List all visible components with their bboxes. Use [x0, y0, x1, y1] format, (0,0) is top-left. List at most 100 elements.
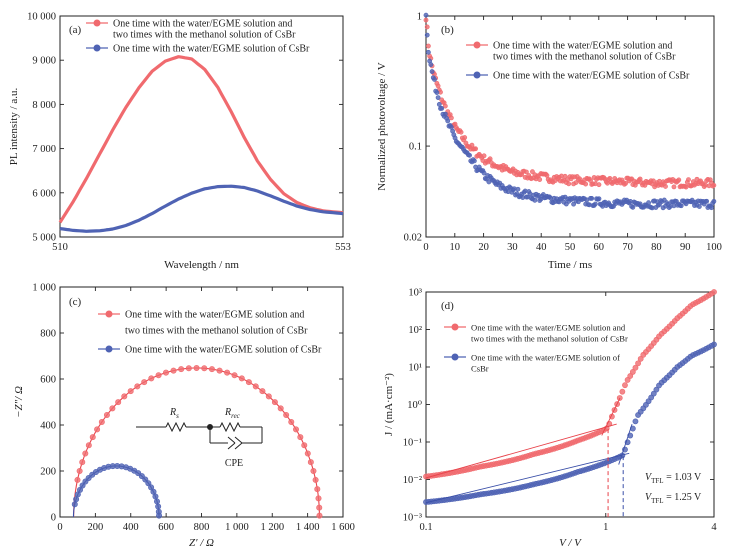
legend-marker [93, 44, 101, 52]
x-tick-label: 40 [536, 242, 547, 253]
y-tick-label: 6 000 [32, 188, 56, 199]
legend-label: One time with the water/EGME solution an… [113, 19, 292, 30]
nyquist-point [208, 366, 215, 373]
nyquist-point [283, 411, 290, 418]
jv-point [637, 355, 644, 362]
jv-point [632, 418, 639, 425]
decay-point [532, 197, 538, 203]
nyquist-point [310, 467, 317, 474]
y-tick-label: 8 000 [32, 100, 56, 111]
x-axis-label: V / V [559, 537, 582, 549]
legend-marker [105, 345, 113, 353]
y-axis-label: J / (mA·cm⁻²) [383, 373, 395, 436]
circuit-wire [227, 436, 236, 444]
decay-point [445, 118, 451, 124]
resistor-rrec [219, 421, 241, 433]
jv-point [635, 360, 641, 367]
decay-point [514, 191, 520, 197]
nyquist-point [307, 459, 314, 466]
decay-point [449, 115, 454, 121]
x-tick-label: 100 [706, 242, 722, 253]
decay-point [592, 201, 598, 207]
panel-label-b: (b) [441, 24, 454, 36]
x-tick-label: 0 [57, 522, 62, 533]
decay-point [439, 105, 445, 111]
y-tick-label: 1 [417, 12, 422, 23]
jv-point [624, 377, 631, 383]
x-tick-label: 400 [123, 522, 139, 533]
decay-point [423, 17, 429, 23]
nyquist-point [79, 459, 86, 466]
x-tick-label: 90 [680, 242, 691, 253]
x-tick-label: 20 [478, 242, 489, 253]
decay-point [696, 204, 702, 209]
nyquist-point [238, 375, 245, 382]
x-tick-label: 600 [158, 522, 174, 533]
nyquist-point [89, 434, 96, 441]
nyquist-point [193, 364, 200, 371]
nyquist-point [141, 379, 148, 386]
nyquist-point [301, 442, 308, 449]
decay-point [435, 95, 441, 100]
nyquist-point [148, 375, 155, 382]
rs-label: Rs [169, 407, 179, 420]
blue-tfl-fit [618, 423, 633, 465]
panel-label-c: (c) [69, 296, 82, 308]
jv-point [622, 382, 628, 389]
x-tick-label: 4 [711, 522, 717, 533]
legend-label: two times with the methanol solution of … [471, 334, 628, 344]
decay-point [471, 158, 477, 164]
legend-label: two times with the methanol solution of … [125, 326, 308, 337]
cpe-label: CPE [225, 458, 243, 469]
legend-label: two times with the methanol solution of … [493, 52, 676, 63]
nyquist-point [271, 399, 278, 406]
red-tfl-fit [601, 397, 621, 436]
nyquist-point [316, 504, 323, 511]
y-tick-label: 600 [40, 375, 56, 386]
nyquist-point [170, 367, 177, 374]
nyquist-point [216, 367, 223, 374]
decay-point [442, 103, 448, 109]
decay-point [711, 198, 717, 204]
decay-point [686, 177, 691, 183]
decay-point [571, 201, 576, 207]
x-tick-label: 30 [507, 242, 518, 253]
legend-label: One time with the water/EGME solution of… [125, 345, 322, 356]
nyquist-point [98, 418, 105, 425]
nyquist-point [154, 498, 161, 505]
y-tick-label: 5 000 [32, 233, 56, 244]
x-tick-label: 0 [423, 242, 428, 253]
decay-point [537, 177, 543, 182]
decay-point [583, 181, 589, 187]
nyquist-point [79, 482, 86, 489]
nyquist-point [252, 383, 259, 390]
decay-point [704, 198, 710, 204]
decay-point [423, 12, 429, 18]
nyquist-point [265, 393, 272, 400]
decay-point [481, 153, 487, 159]
resistor-rs [165, 421, 187, 433]
pl-series-line [59, 184, 344, 233]
decay-point [678, 203, 684, 209]
x-tick-label: 1 000 [225, 522, 249, 533]
legend-label: two times with the methanol solution of … [113, 30, 296, 41]
nyquist-point [77, 486, 84, 493]
decay-point [663, 184, 668, 189]
nyquist-point [314, 486, 321, 493]
decay-point [434, 90, 440, 95]
nyquist-point [155, 503, 162, 510]
x-tick-label: 553 [335, 242, 351, 253]
x-tick-label: 1 [603, 522, 608, 533]
decay-point [467, 152, 472, 158]
nyquist-point [85, 442, 92, 449]
decay-point [630, 204, 636, 210]
legend-label: CsBr [471, 364, 489, 374]
jv-point [627, 373, 634, 379]
decay-point [515, 186, 521, 192]
nyquist-point [145, 480, 152, 487]
legend-label: One time with the water/EGME solution of [471, 353, 620, 363]
x-tick-label: 10 [450, 242, 461, 253]
decay-point [566, 181, 572, 187]
y-tick-label: 10⁻¹ [403, 438, 422, 449]
circuit-wire [227, 442, 236, 450]
